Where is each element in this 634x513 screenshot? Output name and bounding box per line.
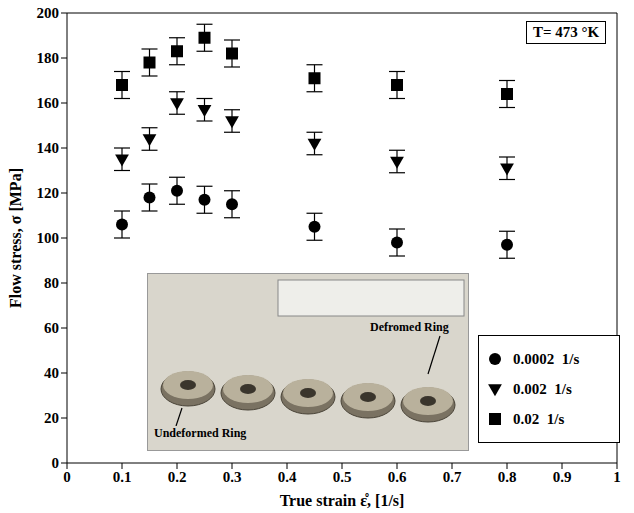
svg-text:0.6: 0.6 — [388, 469, 407, 485]
html-text:0.002 1/s: 0.002 1/s — [513, 380, 572, 397]
svg-text:True strain ε̊, [1/s]: True strain ε̊, [1/s] — [280, 492, 405, 509]
svg-text:160: 160 — [37, 95, 60, 111]
svg-text:140: 140 — [37, 140, 60, 156]
svg-text:0: 0 — [52, 455, 60, 471]
svg-text:0: 0 — [63, 469, 71, 485]
html-text:Defromed Ring: Defromed Ring — [370, 320, 449, 334]
svg-text:0.4: 0.4 — [278, 469, 297, 485]
svg-text:1: 1 — [613, 469, 621, 485]
svg-text:20: 20 — [44, 410, 59, 426]
svg-text:40: 40 — [44, 365, 59, 381]
html-text:Undeformed Ring: Undeformed Ring — [154, 426, 247, 440]
svg-text:0.8: 0.8 — [498, 469, 517, 485]
html-text:0.02 1/s: 0.02 1/s — [513, 410, 565, 427]
svg-text:0.9: 0.9 — [553, 469, 572, 485]
svg-text:0.1: 0.1 — [113, 469, 132, 485]
svg-text:0.5: 0.5 — [333, 469, 352, 485]
svg-text:Flow stress, σ [MPa]: Flow stress, σ [MPa] — [7, 168, 24, 308]
svg-text:120: 120 — [37, 185, 60, 201]
svg-text:0.2: 0.2 — [168, 469, 187, 485]
svg-text:100: 100 — [37, 230, 60, 246]
svg-text:60: 60 — [44, 320, 59, 336]
svg-text:0.3: 0.3 — [223, 469, 242, 485]
svg-text:200: 200 — [37, 5, 60, 21]
svg-text:0.7: 0.7 — [443, 469, 462, 485]
html-text:T= 473 °K: T= 473 °K — [533, 24, 600, 40]
svg-text:80: 80 — [44, 275, 59, 291]
html-text:0.0002 1/s: 0.0002 1/s — [513, 350, 580, 367]
svg-text:180: 180 — [37, 50, 60, 66]
